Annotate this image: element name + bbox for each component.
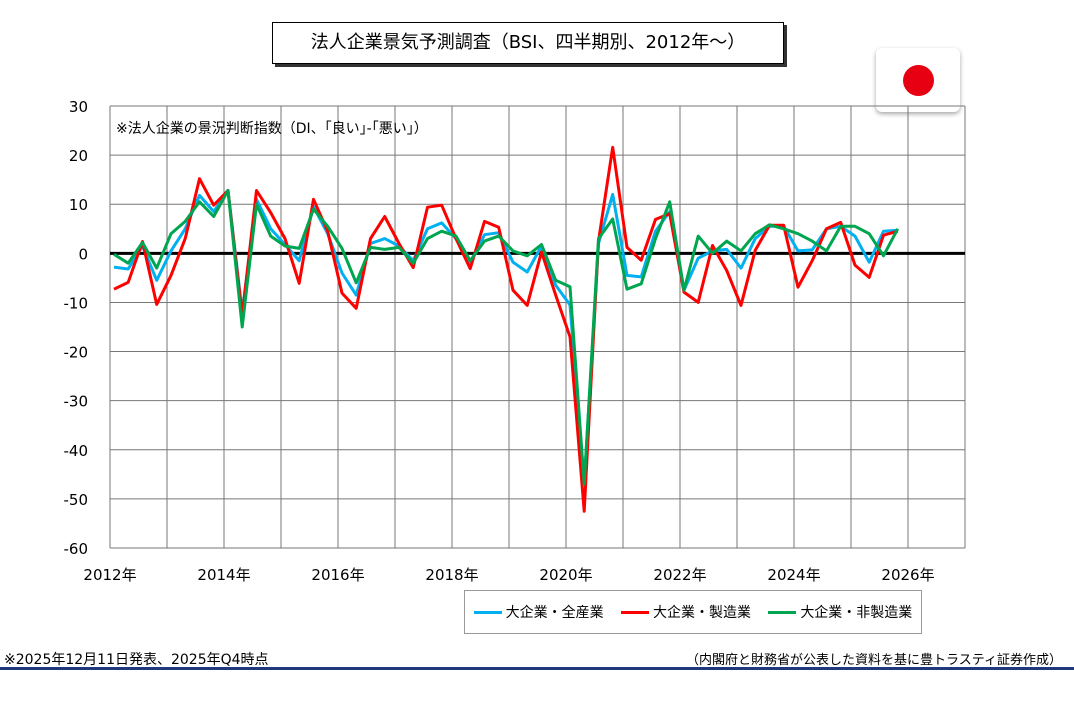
y-tick-label: 10 bbox=[69, 196, 88, 214]
legend-swatch bbox=[473, 610, 502, 614]
y-tick-label: 20 bbox=[69, 147, 88, 165]
y-tick-label: -50 bbox=[64, 491, 89, 509]
y-tick-label: -10 bbox=[64, 294, 89, 312]
x-tick-label: 2026年 bbox=[881, 566, 934, 584]
footer-source: （内閣府と財務省が公表した資料を基に豊トラスティ証券作成） bbox=[686, 653, 1062, 668]
flag-sun bbox=[903, 65, 934, 96]
y-tick-label: 30 bbox=[69, 98, 88, 116]
legend-swatch bbox=[768, 610, 797, 614]
y-tick-label: -40 bbox=[64, 442, 89, 460]
chart-title: 法人企業景気予測調査（BSI、四半期別、2012年～） bbox=[272, 22, 784, 64]
y-tick-label: -20 bbox=[64, 344, 89, 362]
x-tick-label: 2014年 bbox=[197, 566, 250, 584]
y-tick-label: 0 bbox=[78, 245, 88, 263]
footer-date-note: ※2025年12月11日発表、2025年Q4時点 bbox=[4, 652, 269, 668]
x-tick-label: 2018年 bbox=[425, 566, 478, 584]
legend-item: 大企業・製造業 bbox=[620, 602, 751, 622]
legend-label: 大企業・非製造業 bbox=[800, 605, 913, 621]
chart-note: ※法人企業の景況判断指数（DI、｢良い｣-｢悪い｣） bbox=[116, 121, 428, 137]
x-tick-label: 2016年 bbox=[311, 566, 364, 584]
japan-flag-icon bbox=[876, 48, 960, 112]
series-line-2 bbox=[113, 189, 900, 486]
x-tick-label: 2020年 bbox=[539, 566, 592, 584]
footer-divider bbox=[0, 667, 1074, 670]
legend-item: 大企業・非製造業 bbox=[768, 602, 912, 622]
x-tick-label: 2024年 bbox=[767, 566, 820, 584]
y-tick-label: -30 bbox=[64, 393, 89, 411]
legend-swatch bbox=[620, 610, 649, 614]
legend-label: 大企業・製造業 bbox=[652, 605, 751, 621]
legend-label: 大企業・全産業 bbox=[505, 605, 604, 621]
x-tick-label: 2012年 bbox=[83, 566, 136, 584]
legend: 大企業・全産業 大企業・製造業 大企業・非製造業 bbox=[464, 590, 922, 634]
legend-item: 大企業・全産業 bbox=[473, 602, 604, 622]
y-tick-label: -60 bbox=[64, 540, 89, 558]
series-line-1 bbox=[113, 145, 899, 513]
x-tick-label: 2022年 bbox=[653, 566, 706, 584]
